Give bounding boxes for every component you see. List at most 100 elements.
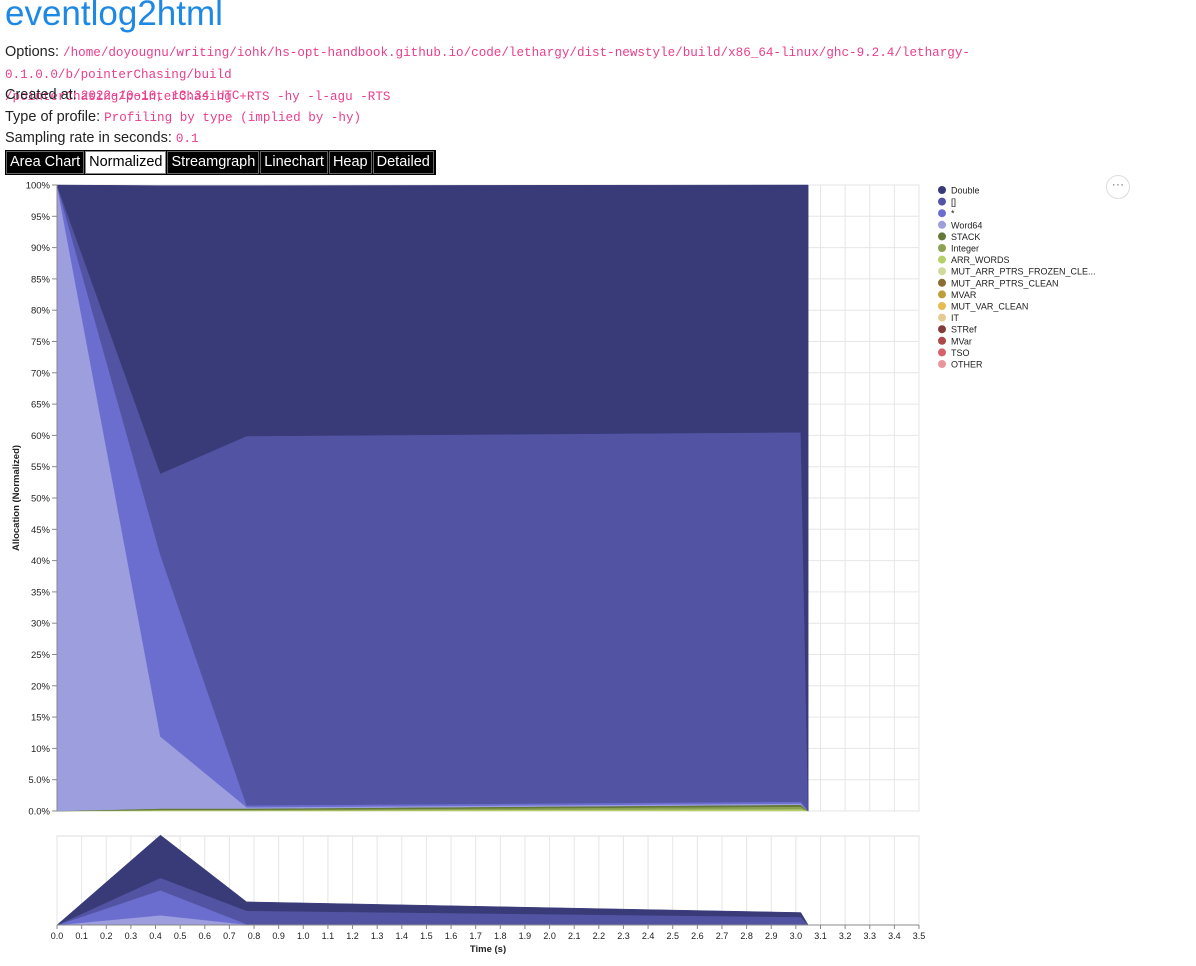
sampling-rate-label: Sampling rate in seconds: xyxy=(5,130,172,146)
legend-swatch xyxy=(938,197,946,206)
x-tick-label: 3.5 xyxy=(913,931,926,941)
legend-entry: OTHER xyxy=(951,360,983,370)
legend-entry: * xyxy=(951,209,955,219)
y-tick-label: 70% xyxy=(31,368,51,379)
y-tick-label: 40% xyxy=(31,556,51,567)
created-line: Created at: 2022-10-10, 13:34 UTC xyxy=(5,85,240,107)
x-tick-label: 0.1 xyxy=(75,931,88,941)
x-tick-label: 1.3 xyxy=(371,931,384,941)
profile-type-label: Type of profile: xyxy=(5,109,101,125)
sampling-rate-value: 0.1 xyxy=(175,132,199,146)
x-tick-label: 1.1 xyxy=(322,931,335,941)
x-tick-label: 2.8 xyxy=(740,931,753,941)
legend-entry: STRef xyxy=(951,325,977,335)
x-tick-label: 1.7 xyxy=(469,931,482,941)
legend-swatch xyxy=(938,255,946,264)
x-tick-label: 2.5 xyxy=(666,931,679,941)
y-tick-label: 80% xyxy=(31,306,51,317)
x-axis-title: Time (s) xyxy=(470,944,506,955)
y-tick-label: 45% xyxy=(31,525,51,536)
legend-swatch xyxy=(938,360,946,368)
x-tick-label: 0.7 xyxy=(223,931,236,941)
legend-entry: MUT_VAR_CLEAN xyxy=(951,302,1028,312)
y-tick-label: 55% xyxy=(31,462,51,473)
x-tick-label: 0.6 xyxy=(199,931,212,941)
legend-entry: TSO xyxy=(951,348,970,358)
x-tick-label: 1.6 xyxy=(445,931,458,941)
x-tick-label: 0.8 xyxy=(248,931,261,941)
x-tick-label: 2.1 xyxy=(568,931,581,941)
x-tick-label: 2.7 xyxy=(716,931,729,941)
x-tick-label: 1.9 xyxy=(519,931,532,941)
legend-swatch xyxy=(938,302,946,310)
legend-swatch xyxy=(938,267,946,276)
x-tick-label: 2.2 xyxy=(593,931,606,941)
x-tick-label: 3.4 xyxy=(888,931,901,941)
y-tick-label: 65% xyxy=(31,400,51,411)
options-value-line-2: /pointerChasing/pointerChasing +RTS -hy … xyxy=(5,90,391,104)
tab-streamgraph[interactable]: Streamgraph xyxy=(167,151,260,174)
x-tick-label: 0.5 xyxy=(174,931,187,941)
legend-entry: MUT_ARR_PTRS_FROZEN_CLE... xyxy=(951,267,1096,277)
options-value: /home/doyougnu/writing/iohk/hs-opt-handb… xyxy=(5,46,970,104)
x-tick-label: 0.0 xyxy=(51,931,64,941)
x-tick-label: 0.3 xyxy=(125,931,138,941)
x-tick-label: 3.1 xyxy=(814,931,827,941)
x-tick-label: 1.0 xyxy=(297,931,310,941)
y-tick-label: 35% xyxy=(31,587,51,598)
legend-entry: Integer xyxy=(951,244,979,254)
profile-type-value: Profiling by type (implied by -hy) xyxy=(104,111,362,125)
legend-swatch xyxy=(938,313,946,322)
y-axis-title: Allocation (Normalized) xyxy=(11,445,22,551)
x-tick-label: 1.4 xyxy=(396,931,409,941)
x-tick-label: 2.0 xyxy=(543,931,556,941)
x-tick-label: 0.2 xyxy=(100,931,113,941)
x-tick-label: 1.5 xyxy=(420,931,433,941)
legend-entry: MVAR xyxy=(951,290,977,300)
tab-normalized[interactable]: Normalized xyxy=(85,151,167,174)
legend-swatch xyxy=(938,325,946,334)
created-label: Created at: xyxy=(5,87,77,103)
x-tick-label: 2.3 xyxy=(617,931,630,941)
y-tick-label: 60% xyxy=(31,431,51,442)
area-double xyxy=(56,184,809,812)
y-tick-label: 25% xyxy=(31,650,51,661)
chart-actions-menu-button[interactable]: ⋯ xyxy=(1106,175,1130,199)
legend-entry: STACK xyxy=(951,232,980,242)
legend-swatch xyxy=(938,278,946,287)
options-label: Options: xyxy=(5,44,59,60)
legend-entry: Word64 xyxy=(951,220,982,230)
x-tick-label: 3.3 xyxy=(863,931,876,941)
legend-entry: [] xyxy=(951,197,956,207)
legend-swatch xyxy=(938,348,946,357)
tab-area-chart[interactable]: Area Chart xyxy=(6,151,85,174)
created-value: 2022-10-10, 13:34 UTC xyxy=(80,89,240,103)
y-tick-label: 75% xyxy=(31,337,51,348)
options-line: Options: /home/doyougnu/writing/iohk/hs-… xyxy=(5,42,1195,108)
x-tick-label: 0.9 xyxy=(272,931,285,941)
page-title: eventlog2html xyxy=(5,0,223,33)
y-tick-label: 30% xyxy=(31,619,51,630)
chart-tabs: Area Chart Normalized Streamgraph Linech… xyxy=(5,150,436,175)
y-tick-label: 50% xyxy=(31,494,51,505)
x-tick-label: 2.4 xyxy=(642,931,655,941)
y-tick-label: 95% xyxy=(31,212,51,223)
y-tick-label: 100% xyxy=(26,181,51,192)
legend-swatch xyxy=(938,220,946,229)
legend-swatch xyxy=(938,209,946,218)
tab-detailed[interactable]: Detailed xyxy=(372,151,434,174)
x-tick-label: 1.2 xyxy=(346,931,359,941)
legend-swatch xyxy=(938,244,946,252)
legend-swatch xyxy=(938,290,946,299)
y-tick-label: 0.0% xyxy=(28,807,50,818)
legend-swatch xyxy=(938,336,946,345)
y-tick-label: 10% xyxy=(31,744,51,755)
x-tick-label: 2.9 xyxy=(765,931,778,941)
y-tick-label: 5.0% xyxy=(28,775,50,786)
x-tick-label: 0.4 xyxy=(149,931,162,941)
tab-linechart[interactable]: Linechart xyxy=(260,151,328,174)
legend-entry: MVar xyxy=(951,336,972,346)
tab-heap[interactable]: Heap xyxy=(328,151,372,174)
x-tick-label: 1.8 xyxy=(494,931,507,941)
